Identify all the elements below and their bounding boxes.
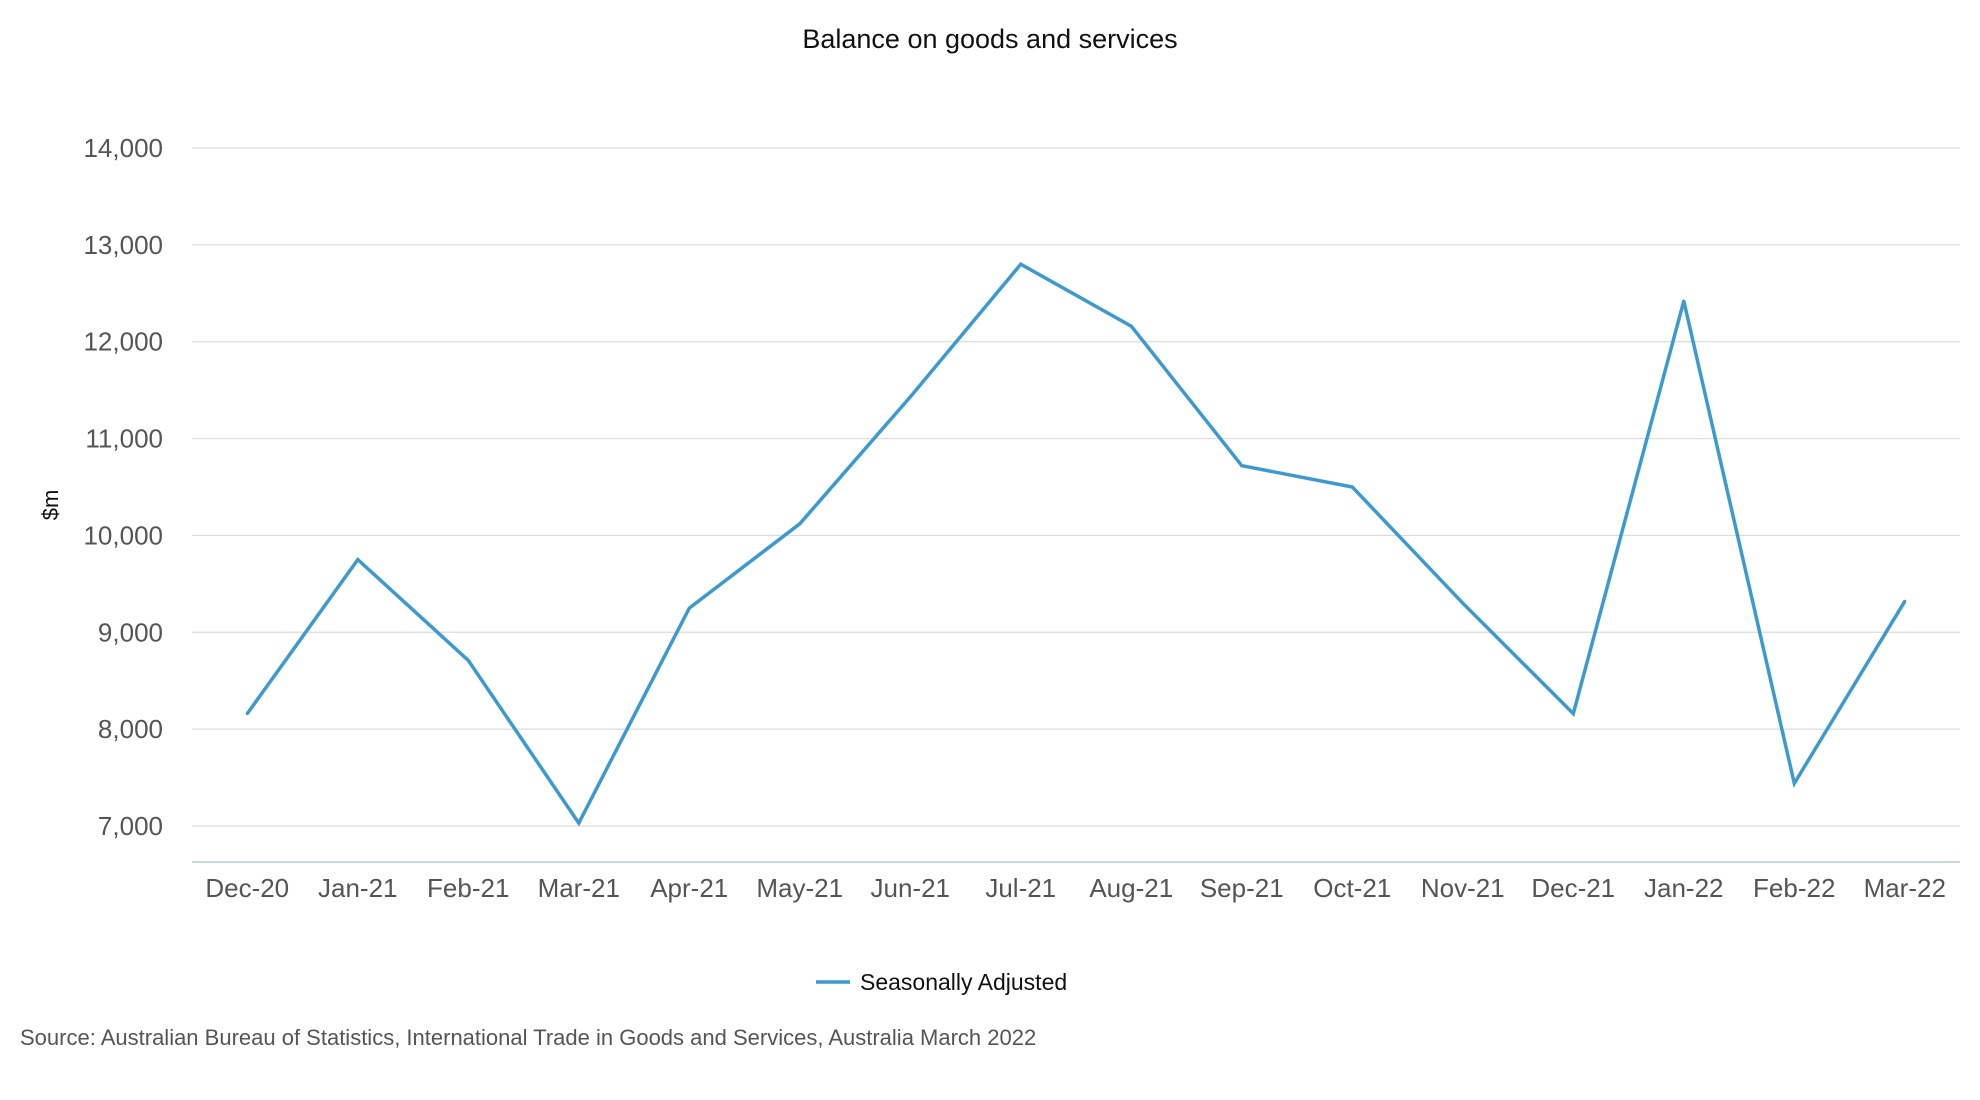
series-line: [245, 261, 1907, 827]
y-axis-label: $m: [38, 490, 63, 521]
y-tick-label: 11,000: [85, 424, 163, 454]
x-tick-label: Dec-21: [1531, 873, 1615, 903]
data-point: [1571, 712, 1575, 716]
x-tick-label: Aug-21: [1089, 873, 1173, 903]
gridlines: [192, 147, 1960, 827]
data-point: [356, 558, 360, 562]
data-point: [577, 821, 581, 825]
y-tick-label: 8,000: [98, 714, 163, 744]
x-tick-label: Nov-21: [1421, 873, 1505, 903]
x-axis-ticks: Dec-20 Jan-21 Feb-21 Mar-21 Apr-21 May-21 Jun-…: [205, 873, 1946, 903]
data-point: [1019, 262, 1023, 266]
x-tick-label: Feb-22: [1753, 873, 1835, 903]
x-tick-label: Mar-22: [1864, 873, 1946, 903]
y-tick-label: 14,000: [83, 133, 163, 163]
data-point: [1682, 299, 1686, 303]
data-point: [245, 712, 249, 716]
source-note: Source: Australian Bureau of Statistics,…: [20, 1025, 1037, 1050]
data-point: [1240, 464, 1244, 468]
data-point: [466, 658, 470, 662]
data-point: [687, 606, 691, 610]
data-point: [1903, 599, 1907, 603]
data-point: [1792, 781, 1796, 785]
x-tick-label: Jan-22: [1644, 873, 1724, 903]
y-tick-label: 9,000: [98, 617, 163, 647]
y-tick-label: 12,000: [83, 327, 163, 357]
legend-label: Seasonally Adjusted: [860, 969, 1067, 995]
y-tick-label: 7,000: [98, 811, 163, 841]
data-point: [1461, 601, 1465, 605]
x-tick-label: Dec-20: [205, 873, 289, 903]
x-tick-label: Jan-21: [318, 873, 398, 903]
data-point: [798, 522, 802, 526]
x-tick-label: May-21: [756, 873, 843, 903]
data-point: [1350, 485, 1354, 489]
data-point: [908, 395, 912, 399]
x-tick-label: Mar-21: [538, 873, 620, 903]
series-seasonally-adjusted: [245, 261, 1907, 827]
chart-title: Balance on goods and services: [802, 24, 1177, 54]
x-tick-label: Jul-21: [985, 873, 1056, 903]
y-tick-label: 10,000: [83, 520, 163, 550]
data-point: [1129, 324, 1133, 328]
y-tick-label: 13,000: [83, 230, 163, 260]
legend: Seasonally Adjusted: [816, 969, 1067, 995]
x-tick-label: Oct-21: [1313, 873, 1391, 903]
x-tick-label: Feb-21: [427, 873, 509, 903]
x-tick-label: Jun-21: [871, 873, 951, 903]
x-tick-label: Sep-21: [1200, 873, 1284, 903]
x-tick-label: Apr-21: [650, 873, 728, 903]
y-axis-ticks: 7,000 8,000 9,000 10,000 11,000 12,000 13,000 1…: [83, 133, 163, 841]
